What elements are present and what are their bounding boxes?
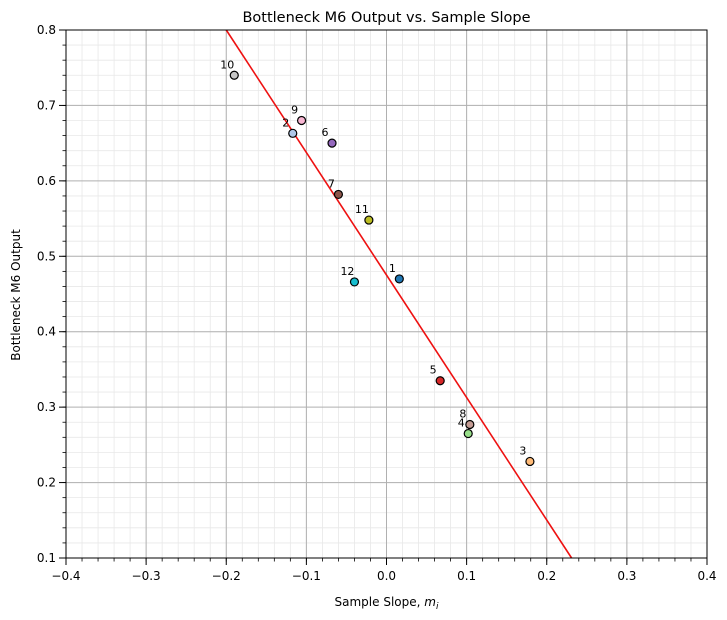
data-point-4 (463, 428, 473, 439)
data-point-6 (327, 138, 337, 148)
data-point-label-10: 10 (220, 58, 234, 71)
data-point-12 (349, 277, 360, 287)
data-point-label-11: 11 (355, 203, 369, 216)
data-point-label-6: 6 (322, 126, 329, 139)
x-tick-label: −0.3 (132, 569, 161, 583)
data-point-11 (364, 215, 374, 225)
data-point-label-1: 1 (389, 262, 396, 275)
x-tick-label: 0.0 (377, 569, 396, 583)
x-tick-label: −0.4 (51, 569, 80, 583)
fit-line (225, 29, 573, 559)
data-point-label-8: 8 (459, 407, 466, 420)
x-tick-label: −0.2 (212, 569, 241, 583)
data-point-label-9: 9 (291, 104, 298, 117)
y-tick-label: 0.3 (37, 400, 56, 414)
y-tick-label: 0.7 (37, 98, 56, 112)
data-point-label-4: 4 (458, 417, 465, 430)
x-axis-label: Sample Slope, mi (335, 595, 439, 612)
data-point-label-2: 2 (282, 116, 289, 129)
x-tick-label: 0.4 (697, 569, 716, 583)
data-point-9 (296, 115, 307, 126)
data-point-label-7: 7 (328, 177, 335, 190)
x-tick-label: −0.1 (292, 569, 321, 583)
y-tick-label: 0.6 (37, 174, 56, 188)
x-axis-label-subscript: i (436, 602, 439, 612)
data-point-label-12: 12 (340, 265, 354, 278)
data-point-7 (333, 189, 344, 200)
x-tick-label: 0.1 (457, 569, 476, 583)
data-point-1 (394, 274, 404, 284)
y-tick-label: 0.8 (37, 23, 56, 37)
y-tick-label: 0.5 (37, 249, 56, 263)
x-tick-label: 0.3 (617, 569, 636, 583)
tick-labels-layer: −0.4 −0.3 −0.2 −0.1 0.0 0.1 0.2 0.3 0.4 0.1 0.2 0.3… (37, 23, 717, 583)
data-point-5 (435, 376, 445, 386)
y-tick-label: 0.2 (37, 476, 56, 490)
data-point-10 (229, 70, 239, 80)
data-point-label-3: 3 (519, 444, 526, 457)
data-point-3 (525, 456, 535, 467)
data-point-8 (465, 419, 475, 430)
data-point-label-5: 5 (430, 364, 437, 377)
x-axis-label-main: Sample Slope, (335, 595, 425, 609)
y-axis-label: Bottleneck M6 Output (9, 229, 23, 361)
chart-title: Bottleneck M6 Output vs. Sample Slope (242, 10, 530, 26)
data-point-2 (288, 128, 298, 138)
y-tick-label: 0.4 (37, 325, 56, 339)
ticks-layer (59, 29, 708, 565)
x-axis-label-math: m (424, 595, 436, 609)
fit-line-layer (225, 29, 573, 559)
y-tick-label: 0.1 (37, 551, 56, 565)
x-tick-label: 0.2 (537, 569, 556, 583)
